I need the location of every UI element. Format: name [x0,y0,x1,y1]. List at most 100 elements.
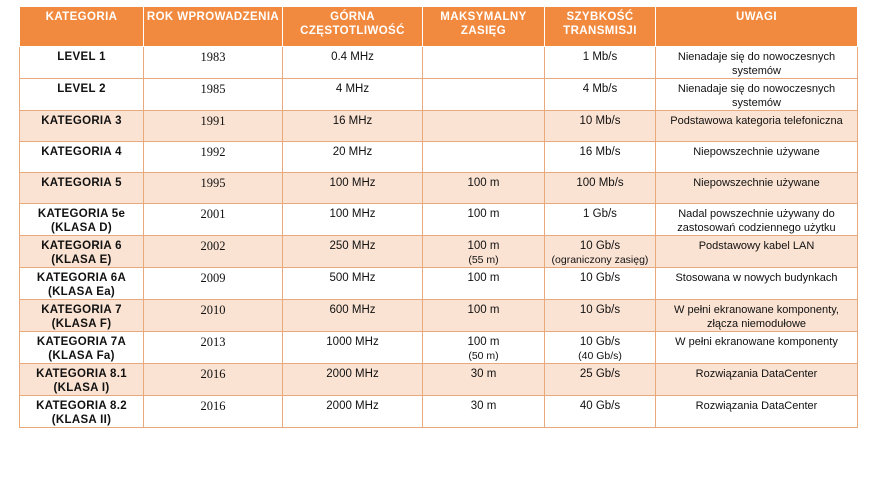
cell-kategoria: KATEGORIA 7A (KLASA Fa) [19,331,144,364]
table-row: KATEGORIA 5e (KLASA D) 2001 100 MHz 100 … [19,203,858,236]
cell-czestotliwosc: 250 MHz [282,235,423,268]
cell-kategoria: KATEGORIA 8.1 (KLASA I) [19,363,144,396]
table-row: KATEGORIA 6 (KLASA E) 2002 250 MHz 100 m… [19,235,858,268]
cell-rok: 1983 [143,46,283,79]
cell-rok: 2002 [143,235,283,268]
szybkosc-value: 10 Gb/s [579,240,621,252]
cell-uwagi: Nadal powszechnie używany do zastosowań … [655,203,858,236]
cell-czestotliwosc: 2000 MHz [282,395,423,428]
cell-szybkosc: 10 Gb/s [544,267,656,300]
szybkosc-alt-value: (40 Gb/s) [578,350,622,362]
cell-rok: 1995 [143,172,283,204]
cell-zasieg: 100 m [422,172,545,204]
cell-czestotliwosc: 20 MHz [282,141,423,173]
cell-rok: 2013 [143,331,283,364]
cell-rok: 2009 [143,267,283,300]
table-row: KATEGORIA 8.2 (KLASA II) 2016 2000 MHz 3… [19,395,858,428]
cell-zasieg [422,78,545,111]
cell-szybkosc: 16 Mb/s [544,141,656,173]
cell-uwagi: Rozwiązania DataCenter [655,363,858,396]
cell-zasieg [422,110,545,142]
cell-szybkosc: 40 Gb/s [544,395,656,428]
cell-szybkosc: 10 Mb/s [544,110,656,142]
table-row: KATEGORIA 8.1 (KLASA I) 2016 2000 MHz 30… [19,363,858,396]
header-uwagi: UWAGI [655,6,858,47]
cell-czestotliwosc: 2000 MHz [282,363,423,396]
cell-czestotliwosc: 0.4 MHz [282,46,423,79]
header-rok: ROK WPROWADZENIA [143,6,283,47]
table-row: KATEGORIA 6A (KLASA Ea) 2009 500 MHz 100… [19,267,858,300]
zasieg-alt-value: (55 m) [468,254,499,266]
cell-uwagi: Niepowszechnie używane [655,172,858,204]
table-row: KATEGORIA 7 (KLASA F) 2010 600 MHz 100 m… [19,299,858,332]
header-szybkosc: SZYBKOŚĆ TRANSMISJI [544,6,656,47]
cell-kategoria: LEVEL 2 [19,78,144,111]
cell-czestotliwosc: 1000 MHz [282,331,423,364]
cell-zasieg [422,141,545,173]
cell-czestotliwosc: 4 MHz [282,78,423,111]
cell-zasieg: 100 m [422,299,545,332]
cell-szybkosc: 10 Gb/s (40 Gb/s) [544,331,656,364]
cell-zasieg: 30 m [422,395,545,428]
cell-rok: 1985 [143,78,283,111]
cell-szybkosc: 1 Gb/s [544,203,656,236]
cell-rok: 1991 [143,110,283,142]
cell-uwagi: W pełni ekranowane komponenty [655,331,858,364]
cell-uwagi: W pełni ekranowane komponenty, złącza ni… [655,299,858,332]
cell-rok: 2016 [143,395,283,428]
szybkosc-value: 10 Gb/s [579,336,621,348]
cell-uwagi: Podstawowy kabel LAN [655,235,858,268]
szybkosc-alt-value: (ograniczony zasięg) [551,254,649,266]
cell-kategoria: KATEGORIA 8.2 (KLASA II) [19,395,144,428]
zasieg-value: 100 m [467,240,500,252]
header-row: KATEGORIA ROK WPROWADZENIA GÓRNA CZĘSTOT… [19,6,858,47]
cell-zasieg: 30 m [422,363,545,396]
cell-uwagi: Rozwiązania DataCenter [655,395,858,428]
cell-czestotliwosc: 500 MHz [282,267,423,300]
cell-szybkosc: 1 Mb/s [544,46,656,79]
table-row: LEVEL 1 1983 0.4 MHz 1 Mb/s Nienadaje si… [19,46,858,79]
table-row: LEVEL 2 1985 4 MHz 4 Mb/s Nienadaje się … [19,78,858,111]
cell-kategoria: KATEGORIA 7 (KLASA F) [19,299,144,332]
cell-rok: 2001 [143,203,283,236]
cell-szybkosc: 25 Gb/s [544,363,656,396]
cell-kategoria: KATEGORIA 6 (KLASA E) [19,235,144,268]
cell-kategoria: KATEGORIA 4 [19,141,144,173]
cell-zasieg: 100 m (55 m) [422,235,545,268]
cell-czestotliwosc: 100 MHz [282,203,423,236]
header-zasieg: MAKSYMALNY ZASIĘG [422,6,545,47]
zasieg-alt-value: (50 m) [468,350,499,362]
cell-uwagi: Podstawowa kategoria telefoniczna [655,110,858,142]
cell-czestotliwosc: 600 MHz [282,299,423,332]
cable-categories-table-wrapper: KATEGORIA ROK WPROWADZENIA GÓRNA CZĘSTOT… [19,6,858,428]
cell-zasieg: 100 m (50 m) [422,331,545,364]
zasieg-value: 100 m [467,336,500,348]
cell-szybkosc: 4 Mb/s [544,78,656,111]
cell-uwagi: Niepowszechnie używane [655,141,858,173]
cell-zasieg [422,46,545,79]
header-czestotliwosc: GÓRNA CZĘSTOTLIWOŚĆ [282,6,423,47]
cable-categories-table: KATEGORIA ROK WPROWADZENIA GÓRNA CZĘSTOT… [19,6,858,428]
cell-szybkosc: 100 Mb/s [544,172,656,204]
cell-uwagi: Nienadaje się do nowoczesnych systemów [655,46,858,79]
cell-czestotliwosc: 16 MHz [282,110,423,142]
header-kategoria: KATEGORIA [19,6,144,47]
cell-kategoria: KATEGORIA 3 [19,110,144,142]
cell-zasieg: 100 m [422,267,545,300]
cell-zasieg: 100 m [422,203,545,236]
cell-rok: 1992 [143,141,283,173]
cell-szybkosc: 10 Gb/s (ograniczony zasięg) [544,235,656,268]
cell-kategoria: LEVEL 1 [19,46,144,79]
table-row: KATEGORIA 7A (KLASA Fa) 2013 1000 MHz 10… [19,331,858,364]
cell-kategoria: KATEGORIA 6A (KLASA Ea) [19,267,144,300]
cell-rok: 2016 [143,363,283,396]
cell-rok: 2010 [143,299,283,332]
table-row: KATEGORIA 4 1992 20 MHz 16 Mb/s Niepowsz… [19,141,858,173]
cell-kategoria: KATEGORIA 5e (KLASA D) [19,203,144,236]
cell-szybkosc: 10 Gb/s [544,299,656,332]
cell-kategoria: KATEGORIA 5 [19,172,144,204]
cell-czestotliwosc: 100 MHz [282,172,423,204]
table-row: KATEGORIA 5 1995 100 MHz 100 m 100 Mb/s … [19,172,858,204]
cell-uwagi: Nienadaje się do nowoczesnych systemów [655,78,858,111]
cell-uwagi: Stosowana w nowych budynkach [655,267,858,300]
